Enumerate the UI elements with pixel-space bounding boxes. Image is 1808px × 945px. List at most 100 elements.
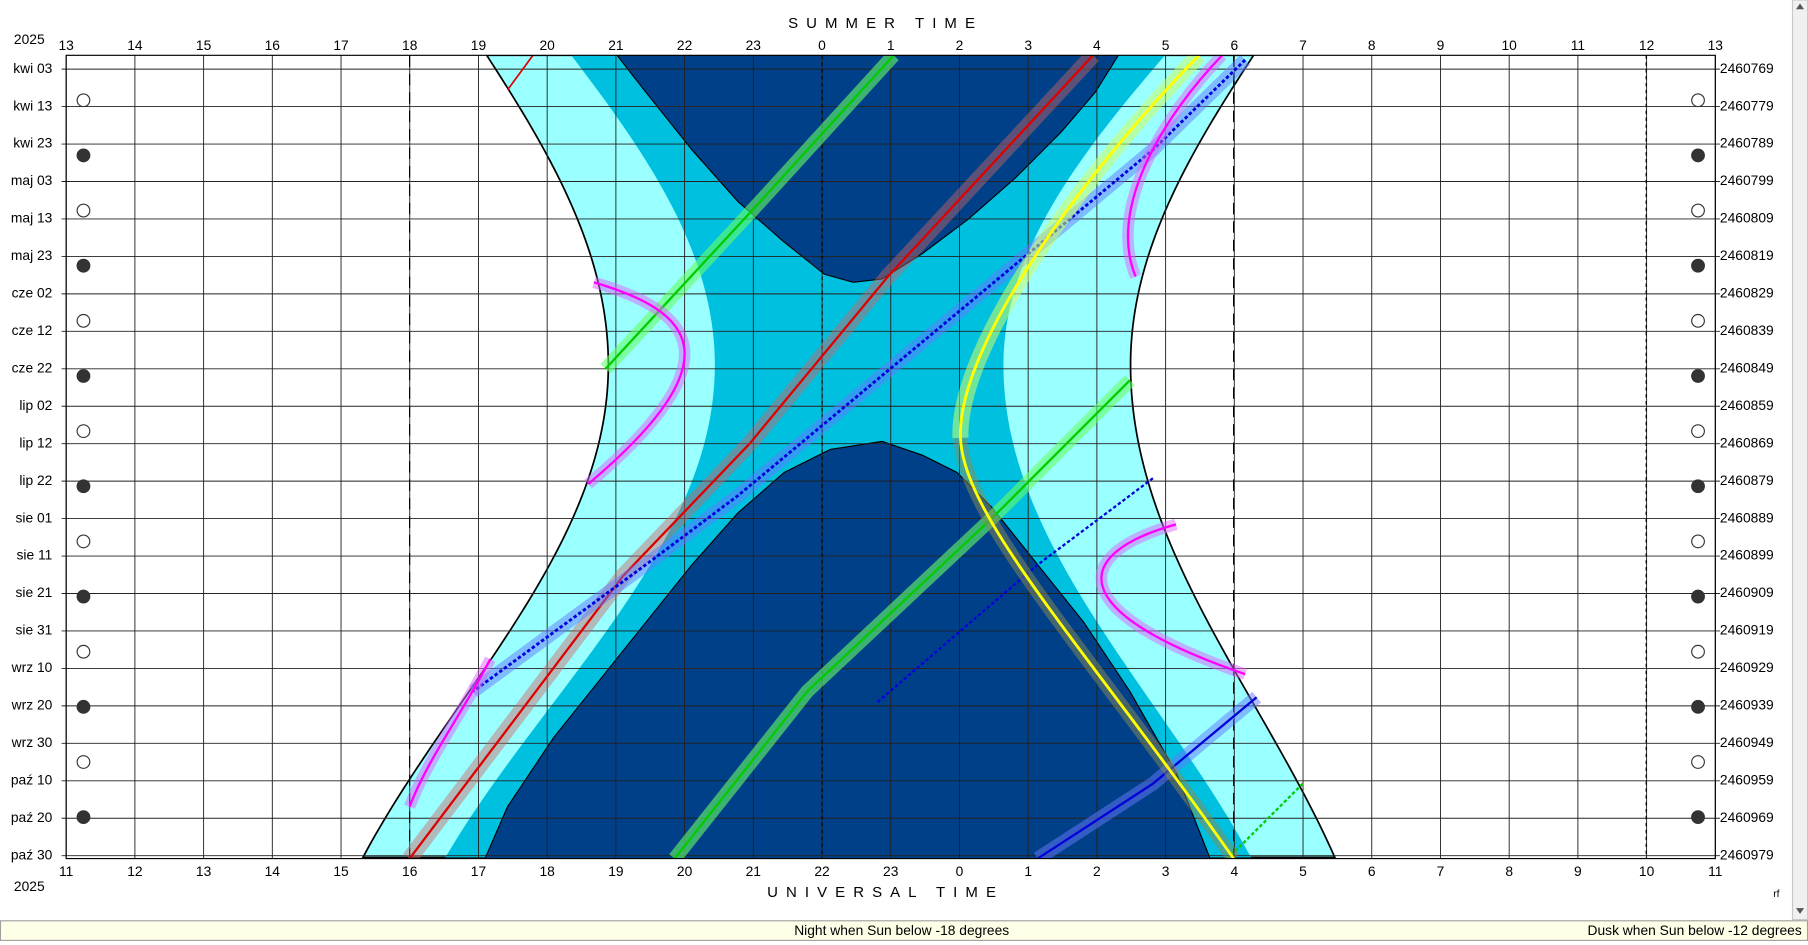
moon-phase-icon	[76, 755, 91, 769]
top-hour-label: 0	[818, 37, 826, 53]
julian-day-label: 2460959	[1720, 771, 1774, 787]
date-label: maj 23	[11, 247, 53, 263]
moon-phase-icon	[76, 644, 91, 659]
moon-phase-icon	[1691, 479, 1705, 494]
planet-track	[959, 55, 1235, 859]
julian-day-label: 2460899	[1720, 547, 1774, 563]
moon-phase-icon	[1691, 203, 1705, 218]
top-hour-label: 13	[58, 37, 74, 53]
date-label: sie 11	[17, 547, 53, 563]
date-label: cze 12	[12, 322, 53, 338]
corner-label: rf	[1773, 889, 1779, 900]
top-hour-label: 7	[1299, 37, 1307, 53]
top-hour-label: 16	[265, 37, 281, 53]
top-hour-label: 17	[333, 37, 348, 53]
axis-labels: 13 14 15 16 17 18 19 20 21 22 23 0 1 2 3 4 5 6 7 8 9 10 11 12 13…	[11, 37, 1774, 879]
julian-day-label: 2460829	[1720, 285, 1774, 301]
date-label: paź 10	[11, 771, 53, 787]
bottom-hour-label: 17	[471, 863, 486, 879]
status-night: Night when Sun below -18 degrees	[794, 922, 1009, 938]
julian-day-label: 2460979	[1720, 846, 1774, 862]
bottom-hour-label: 3	[1162, 863, 1170, 879]
date-label: sie 21	[15, 584, 52, 600]
moon-phase-icon	[76, 148, 91, 163]
plot-frame	[65, 54, 1716, 860]
julian-day-label: 2460789	[1720, 135, 1774, 151]
date-label: kwi 13	[13, 97, 52, 113]
date-label: lip 22	[19, 472, 52, 488]
moon-phase-icon	[76, 313, 91, 328]
top-hour-label: 13	[1708, 37, 1724, 53]
bottom-hour-label: 6	[1368, 863, 1376, 879]
scrollbar[interactable]	[1791, 0, 1808, 921]
moon-phase-icon	[1691, 644, 1705, 659]
moon-phase-icon	[1691, 148, 1705, 163]
top-hour-label: 3	[1024, 37, 1032, 53]
bottom-hour-label: 15	[333, 863, 349, 879]
julian-day-label: 2460799	[1720, 172, 1774, 188]
moon-phase-icon	[1691, 755, 1705, 769]
bottom-hour-label: 23	[883, 863, 899, 879]
moon-phase-icon	[76, 93, 91, 108]
date-label: lip 02	[19, 397, 52, 413]
bottom-hour-label: 5	[1299, 863, 1307, 879]
date-label: maj 13	[11, 210, 53, 226]
date-label: lip 12	[19, 434, 52, 450]
julian-day-label: 2460839	[1720, 322, 1774, 338]
julian-day-label: 2460849	[1720, 359, 1774, 375]
bottom-hour-label: 2	[1093, 863, 1101, 879]
date-label: paź 20	[11, 809, 53, 825]
top-hour-label: 1	[887, 37, 895, 53]
planet-track	[1037, 696, 1258, 859]
top-hour-label: 21	[608, 37, 623, 53]
moon-phase-icon	[1691, 313, 1705, 328]
bottom-hour-label: 21	[746, 863, 761, 879]
julian-day-label: 2460919	[1720, 622, 1774, 638]
moon-phase-icon	[76, 203, 91, 218]
date-label: wrz 30	[11, 734, 53, 750]
bottom-hour-label: 1	[1024, 863, 1032, 879]
bottom-hour-label: 14	[265, 863, 281, 879]
top-hour-label: 18	[402, 37, 418, 53]
moon-phase-icon	[1691, 589, 1705, 604]
bottom-hour-label: 22	[814, 863, 829, 879]
planet-track	[673, 379, 1131, 859]
date-label: cze 22	[12, 359, 53, 375]
bottom-hour-label: 9	[1574, 863, 1582, 879]
planet-track	[1126, 55, 1223, 278]
top-hour-label: 10	[1501, 37, 1517, 53]
julian-day-label: 2460879	[1720, 472, 1774, 488]
status-dusk: Dusk when Sun below -12 degrees	[1588, 922, 1802, 938]
scroll-up[interactable]	[1795, 3, 1805, 10]
moon-phase-icon	[1691, 810, 1705, 825]
moon-phase-icon	[76, 479, 91, 494]
bottom-hour-label: 11	[59, 863, 73, 879]
julian-day-label: 2460779	[1720, 97, 1774, 113]
bottom-hour-label: 4	[1230, 863, 1238, 879]
moon-phase-icon	[1691, 424, 1705, 439]
planet-track	[408, 658, 492, 808]
date-label: kwi 23	[13, 135, 52, 151]
julian-day-label: 2460769	[1720, 60, 1774, 76]
bottom-hour-label: 10	[1639, 863, 1655, 879]
dark-night-top	[616, 55, 1120, 283]
bottom-hour-label: 13	[196, 863, 212, 879]
top-hour-label: 20	[539, 37, 555, 53]
moon-phase-icon	[76, 810, 91, 825]
moon-phase-icon	[1691, 369, 1705, 383]
planet-track	[506, 55, 534, 91]
bottom-hour-label: 7	[1437, 863, 1445, 879]
top-hour-label: 11	[1571, 37, 1585, 53]
scroll-down[interactable]	[1795, 908, 1805, 914]
bottom-hour-label: 0	[956, 863, 964, 879]
planet-track	[1100, 523, 1246, 676]
top-hour-label: 19	[471, 37, 487, 53]
moon-phase-icon	[76, 369, 91, 383]
moon-phase-icon	[76, 258, 91, 273]
date-label: maj 03	[11, 172, 53, 188]
date-label: kwi 03	[13, 60, 52, 76]
top-hour-label: 14	[127, 37, 143, 53]
moon-phase-icon	[76, 699, 91, 714]
moon-phase-icon	[1691, 93, 1705, 108]
moon-phase-icon	[76, 589, 91, 604]
